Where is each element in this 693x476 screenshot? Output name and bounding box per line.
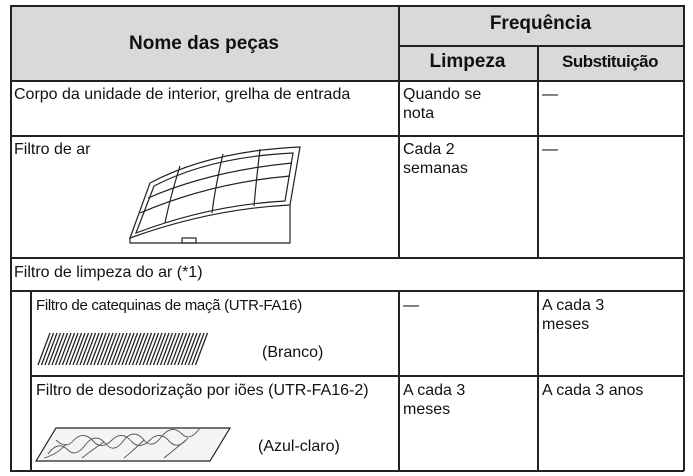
catechin-filter-image (37, 332, 209, 366)
border (398, 290, 400, 470)
border (10, 470, 684, 472)
border (398, 45, 684, 47)
stripe (114, 332, 128, 366)
cleaning: Cada 2 semanas (403, 141, 468, 177)
border (10, 257, 684, 259)
border (683, 5, 685, 471)
filter-color: (Azul-claro) (258, 438, 340, 455)
border (10, 290, 684, 292)
stripe (72, 332, 86, 366)
stripe (180, 332, 195, 366)
stripe (68, 332, 83, 366)
stripe (145, 332, 160, 366)
part-name: Filtro de catequinas de maçã (UTR-FA16) (36, 297, 302, 314)
stripe (93, 332, 107, 366)
stripe (184, 332, 198, 366)
border (537, 45, 539, 257)
stripe (152, 332, 167, 366)
part-name: Filtro de desodorização por iões (UTR-FA… (36, 382, 369, 399)
stripe (117, 332, 132, 366)
stripe (82, 332, 97, 366)
stripe (75, 332, 90, 366)
replacement: — (542, 86, 558, 103)
stripe (65, 332, 79, 366)
part-name: Filtro de ar (14, 141, 91, 158)
cleaning: A cada 3 meses (403, 382, 466, 418)
stripe (86, 332, 100, 366)
stripe (124, 332, 139, 366)
stripe (103, 332, 118, 366)
group-name: Filtro de limpeza do ar (*1) (14, 264, 203, 281)
stripe (194, 332, 209, 366)
deodorizing-filter-image (34, 427, 232, 462)
cleaning: — (403, 297, 419, 314)
header-replacement: Substituição (561, 52, 659, 71)
stripe (156, 332, 170, 366)
stripe (37, 332, 51, 366)
border (10, 80, 684, 82)
header-name: Nome das peças (129, 33, 279, 54)
replacement: A cada 3 meses (542, 297, 605, 333)
stripe (79, 332, 93, 366)
stripe (128, 332, 142, 366)
stripe (170, 332, 184, 366)
header-cleaning: Limpeza (429, 51, 506, 72)
border (10, 5, 684, 7)
stripe (187, 332, 202, 366)
stripe (163, 332, 177, 366)
stripe (177, 332, 191, 366)
stripe (107, 332, 121, 366)
stripe (173, 332, 188, 366)
cleaning: Quando se nota (403, 86, 482, 122)
stripe (149, 332, 163, 366)
stripe (138, 332, 153, 366)
header-background (10, 5, 683, 80)
replacement: A cada 3 anos (542, 382, 644, 399)
stripe (44, 332, 58, 366)
part-name: Corpo da unidade de interior, grelha de … (14, 86, 351, 103)
stripe (159, 332, 174, 366)
stripe (58, 332, 72, 366)
stripe (135, 332, 149, 366)
stripe (89, 332, 104, 366)
stripe (142, 332, 156, 366)
stripe (166, 332, 181, 366)
border (10, 135, 684, 137)
stripe (51, 332, 65, 366)
border (30, 375, 684, 377)
replacement: — (542, 141, 558, 158)
border (537, 290, 539, 470)
stripe (47, 332, 62, 366)
border (398, 5, 400, 257)
stripe (54, 332, 69, 366)
air-filter-image (128, 146, 301, 244)
stripe (110, 332, 125, 366)
stripe (121, 332, 135, 366)
stripe (131, 332, 146, 366)
header-frequency: Frequência (489, 13, 592, 34)
stripe (40, 332, 55, 366)
border (30, 290, 32, 470)
filter-color: (Branco) (262, 344, 324, 361)
border (10, 5, 12, 471)
stripe (96, 332, 111, 366)
stripe (61, 332, 76, 366)
stripe (100, 332, 114, 366)
stripe (191, 332, 205, 366)
